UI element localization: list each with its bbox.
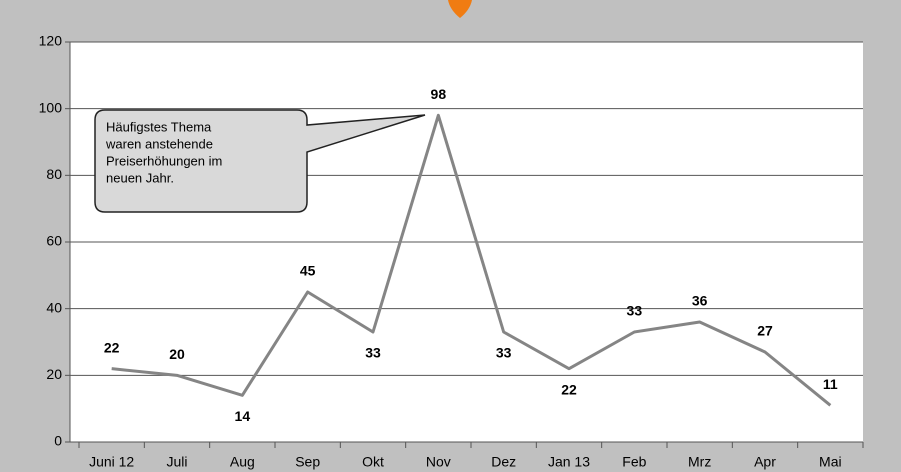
x-tick-label: Sep [295, 454, 320, 470]
data-label: 33 [365, 345, 381, 361]
x-tick-label: Dez [491, 454, 516, 470]
x-tick-label: Juli [166, 454, 187, 470]
data-label: 33 [627, 303, 643, 319]
x-tick-label: Mai [819, 454, 842, 470]
y-tick-label: 60 [46, 233, 62, 249]
annotation: Preiserhöhungen im [106, 153, 222, 168]
y-tick-label: 100 [39, 99, 63, 115]
annotation: neuen Jahr. [106, 170, 174, 185]
decoration [448, 0, 472, 18]
data-label: 14 [235, 408, 251, 424]
x-tick-label: Juni 12 [89, 454, 134, 470]
data-label: 98 [431, 86, 447, 102]
data-label: 22 [561, 381, 577, 397]
y-tick-label: 40 [46, 299, 62, 315]
annotation: waren anstehende [105, 136, 213, 151]
y-tick-label: 20 [46, 366, 62, 382]
y-tick-label: 0 [54, 433, 62, 449]
y-tick-label: 120 [39, 33, 63, 49]
data-label: 11 [823, 376, 838, 392]
annotation: Häufigstes Thema [106, 119, 212, 134]
x-tick-label: Jan 13 [548, 454, 590, 470]
data-label: 27 [757, 323, 773, 339]
x-tick-label: Feb [622, 454, 646, 470]
y-tick-label: 80 [46, 166, 62, 182]
x-tick-label: Aug [230, 454, 255, 470]
x-tick-label: Nov [426, 454, 451, 470]
callout [94, 109, 426, 213]
data-label: 36 [692, 293, 708, 309]
data-label: 22 [104, 339, 120, 355]
x-tick-label: Apr [754, 454, 776, 470]
line [111, 113, 832, 407]
data-label: 33 [496, 345, 512, 361]
data-label: 20 [169, 346, 185, 362]
data-label: 45 [300, 263, 316, 279]
x-tick-label: Okt [362, 454, 384, 470]
x-tick-label: Mrz [688, 454, 711, 470]
